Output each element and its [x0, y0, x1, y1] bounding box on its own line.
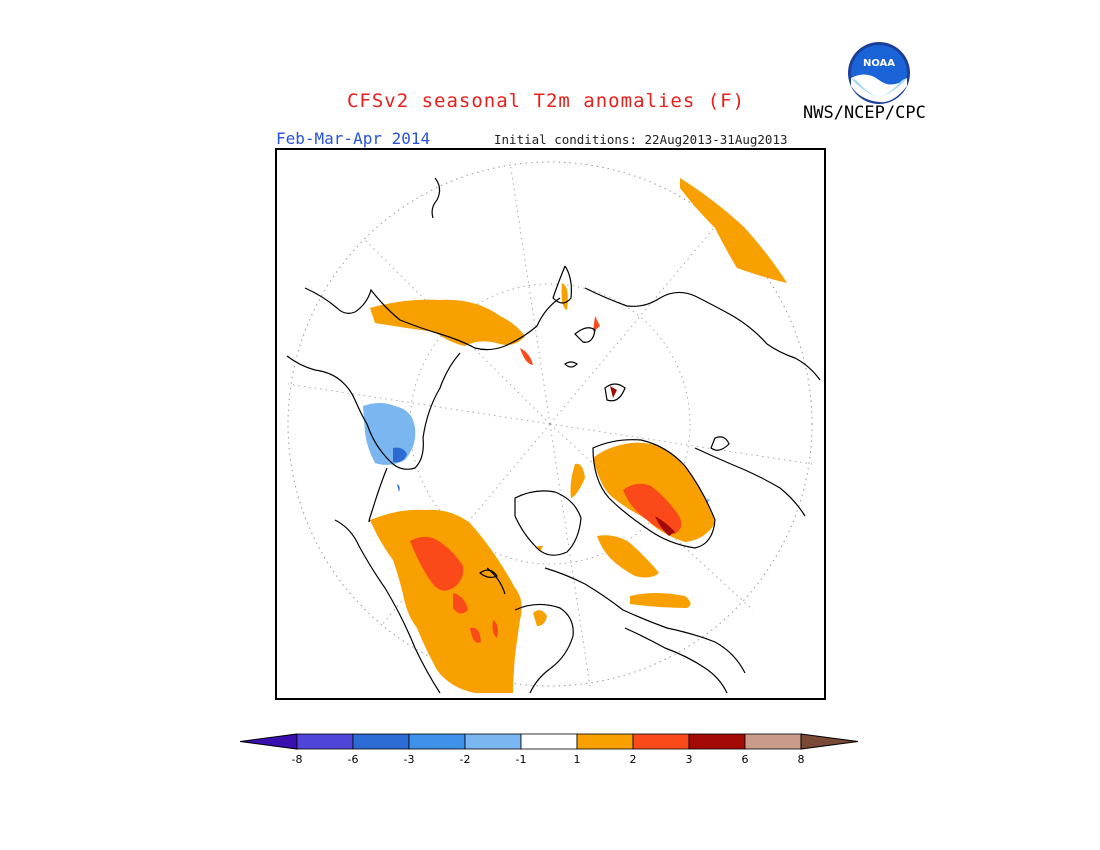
colorbar-tick-label: 1 — [574, 753, 581, 766]
anomaly-region-central-asia — [370, 509, 522, 693]
colorbar-cell — [520, 733, 578, 750]
colorbar-tick-label: 8 — [798, 753, 805, 766]
colorbar-cell — [352, 733, 410, 750]
colorbar-cell — [408, 733, 466, 750]
colorbar-tick-label: 3 — [686, 753, 693, 766]
anomaly-layer — [363, 178, 787, 693]
colorbar-tick-label: -2 — [460, 753, 471, 766]
chart-title: CFSv2 seasonal T2m anomalies (F) — [346, 90, 746, 112]
colorbar-tick-label: -8 — [292, 753, 303, 766]
colorbar-cell — [632, 733, 690, 750]
grid-circle-inner — [409, 283, 691, 565]
agency-label: NWS/NCEP/CPC — [803, 103, 926, 123]
coastlines — [286, 177, 821, 694]
initial-conditions-label: Initial conditions: 22Aug2013-31Aug2013 — [494, 132, 788, 147]
anomaly-region-northern-europe — [370, 299, 525, 346]
colorbar-tick-label: -6 — [348, 753, 359, 766]
polar-map — [275, 148, 826, 700]
anomaly-region-alaska-core — [393, 447, 407, 463]
colorbar-tick-label: 6 — [742, 753, 749, 766]
colorbar-arrow-right — [800, 733, 859, 750]
season-label: Feb-Mar-Apr 2014 — [276, 129, 431, 148]
colorbar-cell — [296, 733, 354, 750]
colorbar-cell — [576, 733, 634, 750]
anomaly-region-greenland-core — [623, 483, 682, 534]
anomaly-region-north-africa — [680, 178, 787, 283]
logo-text: NOAA — [863, 58, 895, 69]
colorbar-tick-label: 2 — [630, 753, 637, 766]
colorbar-arrow-left — [240, 733, 298, 750]
colorbar-cell — [744, 733, 802, 750]
colorbar-tick-label: -3 — [404, 753, 415, 766]
anomaly-region-eastern-canada — [597, 535, 659, 578]
colorbar-cell — [688, 733, 746, 750]
colorbar: -8 -6 -3 -2 -1 1 2 3 6 8 — [240, 733, 859, 766]
colorbar-tick-label: -1 — [516, 753, 527, 766]
noaa-logo: NOAA — [848, 42, 910, 104]
colorbar-cell — [464, 733, 522, 750]
anomaly-region-central-asia-core — [410, 536, 464, 591]
grid-circle-outer — [287, 161, 813, 687]
